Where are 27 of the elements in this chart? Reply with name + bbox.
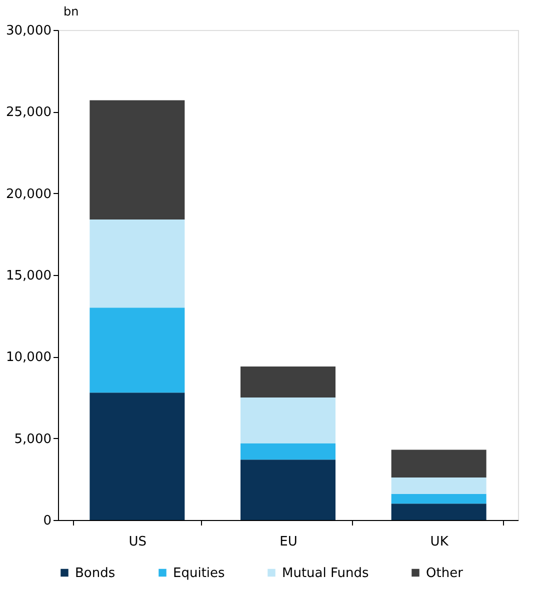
legend-label: Mutual Funds	[282, 566, 369, 581]
y-tick-label: 10,000	[6, 350, 52, 366]
x-tick-label: US	[128, 534, 147, 550]
bar	[391, 494, 486, 504]
y-tick-label: 25,000	[6, 105, 52, 120]
bar	[391, 450, 486, 478]
y-tick-label: 5,000	[14, 432, 52, 447]
legend-label: Bonds	[75, 566, 116, 581]
y-tick-label: 20,000	[6, 186, 52, 202]
x-tick-label: EU	[280, 534, 298, 550]
y-tick-label: 0	[43, 514, 52, 528]
x-tick-label: UK	[430, 534, 449, 550]
bar	[90, 308, 185, 393]
legend-label: Other	[426, 566, 464, 581]
bar	[240, 443, 336, 460]
bar	[391, 478, 486, 494]
bar	[90, 219, 185, 308]
y-axis-title: bn	[64, 4, 79, 18]
legend-label: Equities	[173, 566, 226, 581]
bar	[240, 398, 336, 444]
y-tick-label: 15,000	[6, 268, 52, 284]
y-tick-label: 30,000	[6, 24, 52, 38]
bar	[90, 100, 185, 220]
bar	[391, 504, 486, 520]
bar	[90, 392, 185, 520]
bar	[240, 460, 336, 520]
bar	[240, 366, 336, 398]
